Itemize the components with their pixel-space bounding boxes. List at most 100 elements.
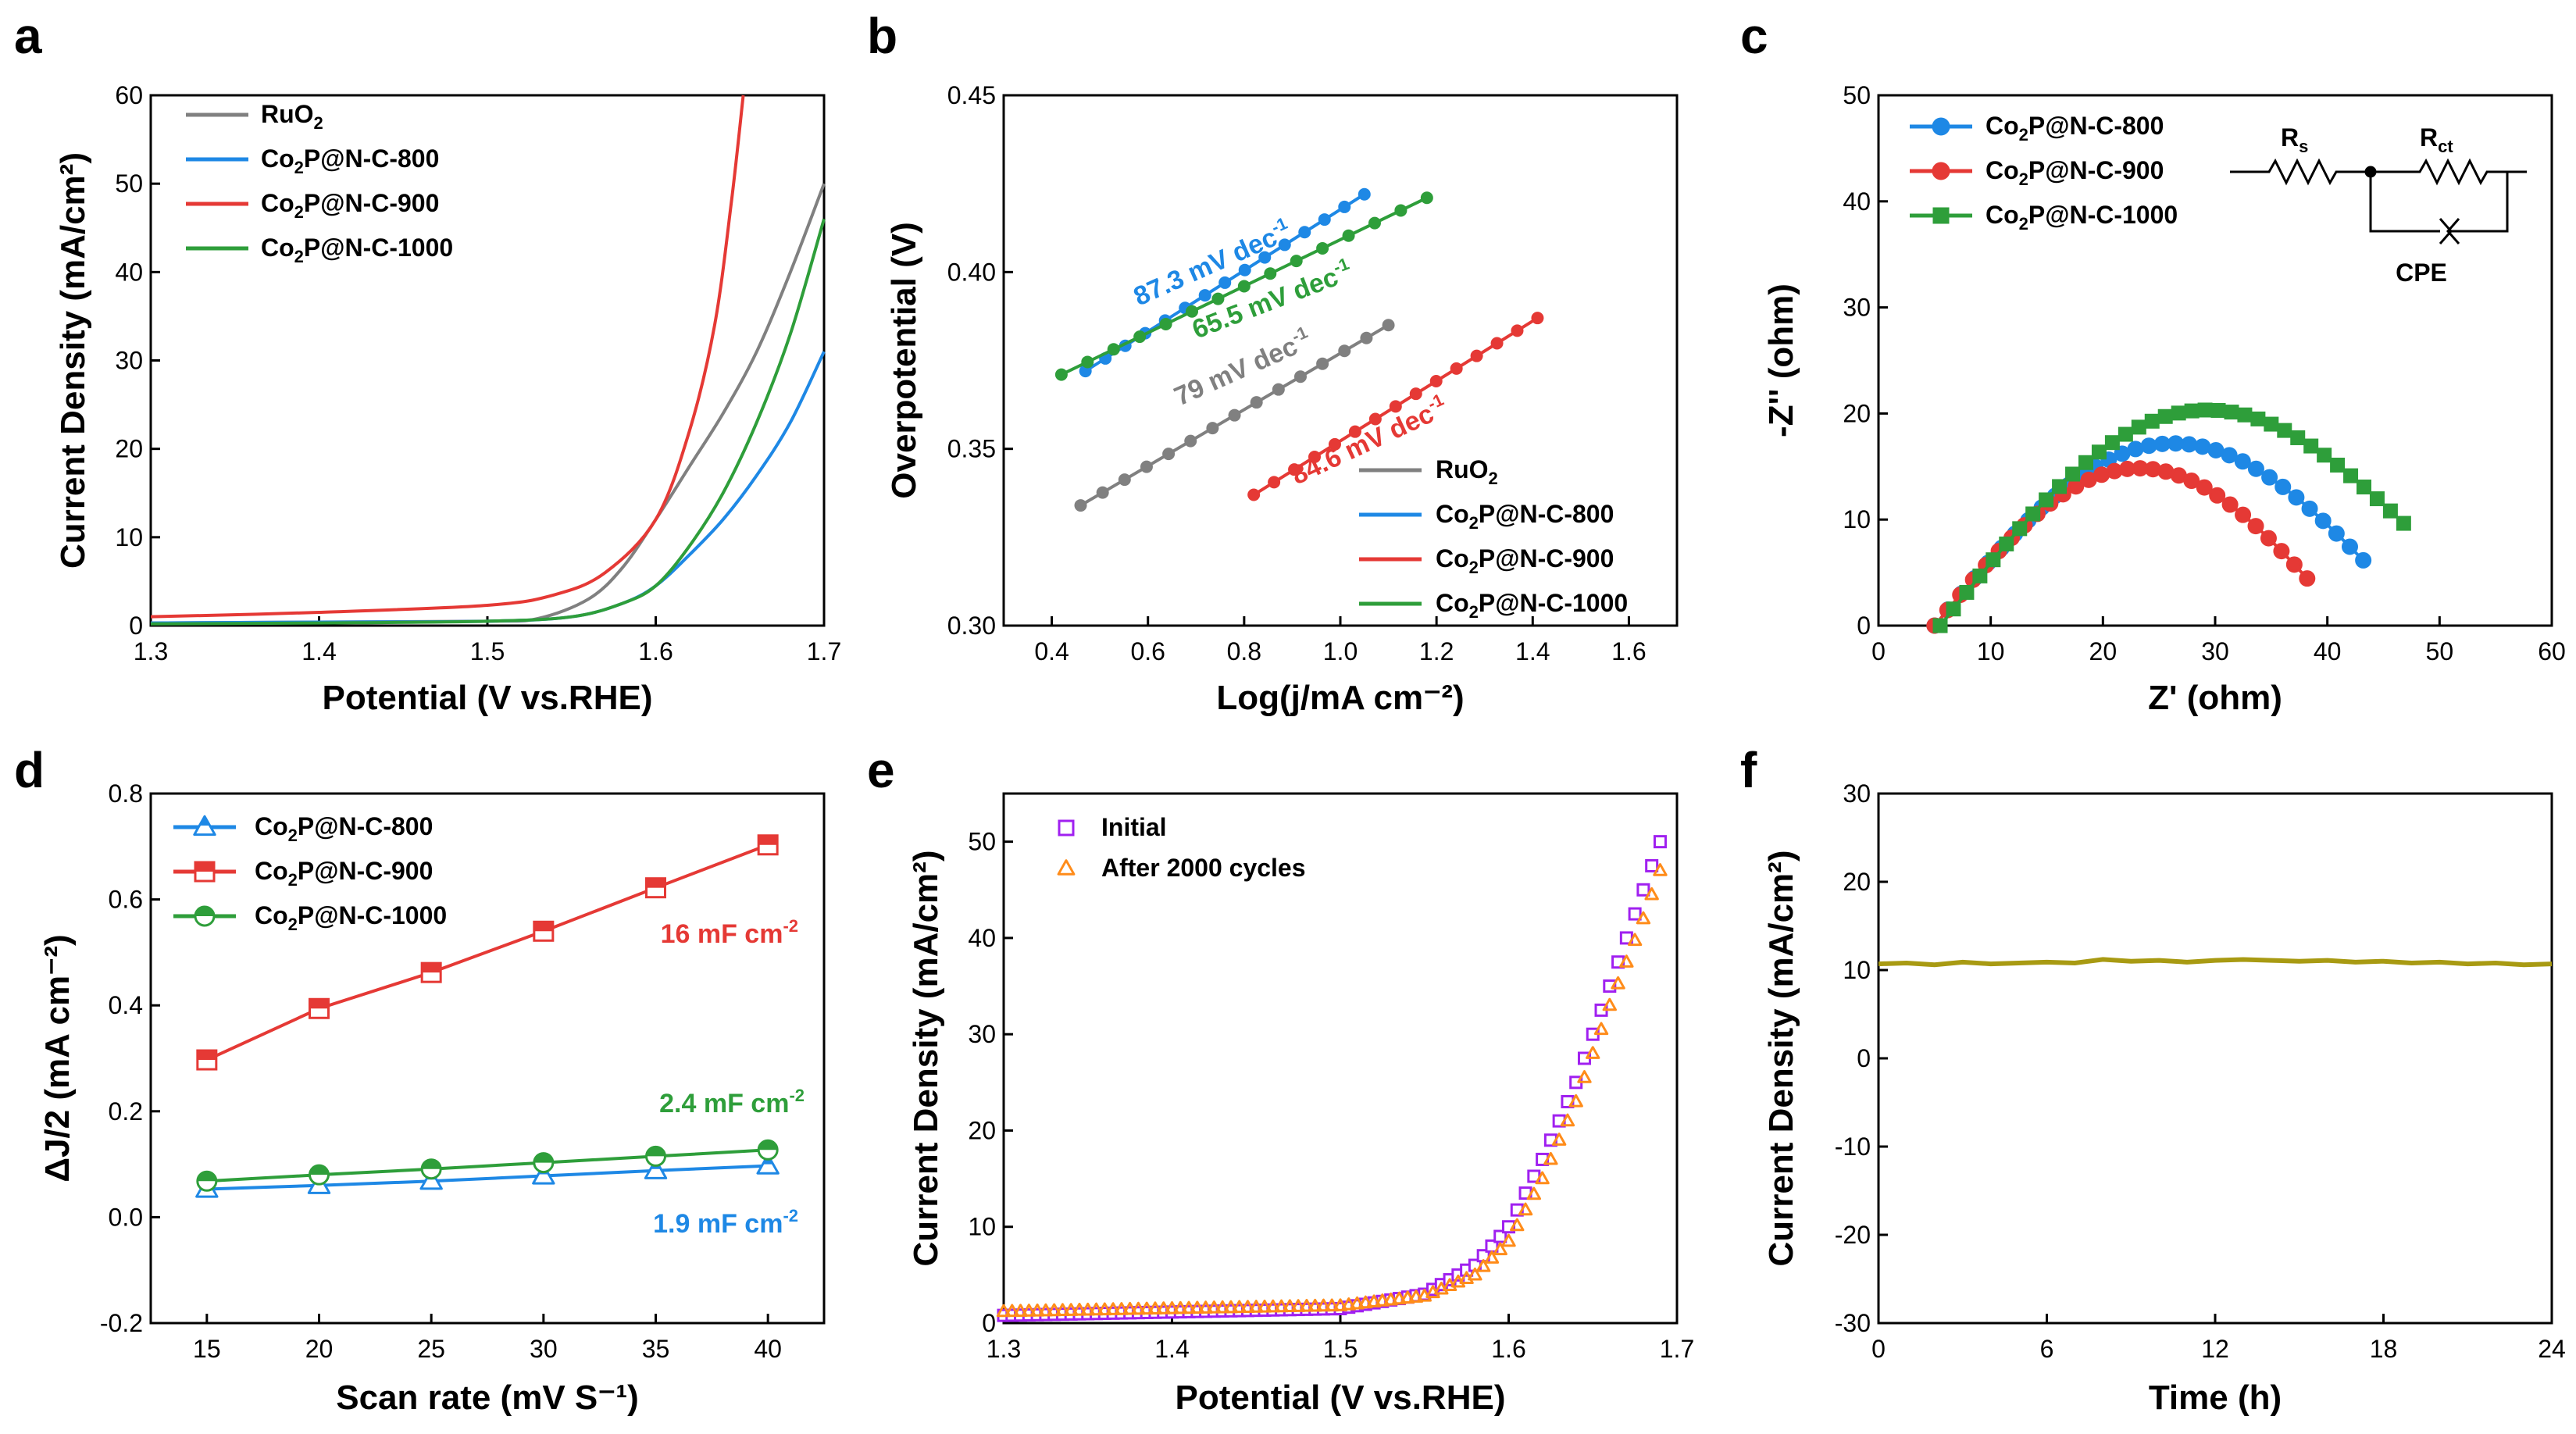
tafel-slope-label: 79 mV dec-1	[1168, 323, 1316, 412]
x-tick-label: 1.7	[1660, 1335, 1694, 1363]
data-point	[1298, 226, 1311, 239]
legend-marker-fill	[195, 862, 214, 872]
data-point	[1420, 191, 1433, 205]
data-point	[1232, 1300, 1247, 1314]
x-tick-label: 1.6	[638, 637, 673, 665]
data-point	[2382, 503, 2398, 519]
data-point	[1211, 292, 1225, 305]
legend-label-main: Co	[1986, 156, 2019, 184]
y-tick-label: 30	[968, 1020, 996, 1048]
data-point	[2330, 457, 2346, 473]
x-tick-label: 0	[1871, 637, 1886, 665]
data-point	[1560, 1113, 1575, 1127]
data-point	[1375, 1293, 1390, 1307]
y-tick-label: 0.45	[947, 81, 996, 109]
data-point	[2171, 405, 2186, 421]
legend-label: Co2P@N-C-800	[1986, 112, 2164, 144]
panel-label-a: a	[14, 8, 42, 64]
data-point	[1493, 1242, 1507, 1256]
x-tick-label: 1.5	[470, 637, 505, 665]
data-point	[1611, 976, 1625, 990]
data-point	[1249, 1300, 1264, 1313]
panel-label-c: c	[1740, 8, 1768, 64]
series-line-Co2P@N-C-800	[206, 1164, 769, 1191]
legend-label-rest: P@N-C-800	[304, 144, 439, 173]
x-tick-label: 18	[2370, 1335, 2398, 1363]
data-point	[1004, 1304, 1019, 1318]
data-point	[1333, 1298, 1348, 1311]
data-point	[1173, 1300, 1188, 1314]
x-tick-label: 1.2	[1419, 637, 1454, 665]
data-point	[1218, 276, 1232, 289]
data-point	[1228, 408, 1241, 422]
data-point	[1389, 400, 1402, 413]
legend-label-main: Co	[1436, 589, 1469, 617]
y-tick-label: 0.40	[947, 258, 996, 286]
data-point	[1551, 1133, 1567, 1146]
x-tick-label: 1.4	[1154, 1335, 1189, 1363]
data-point	[1096, 486, 1109, 499]
stability-line	[1878, 957, 2553, 968]
data-point	[1511, 324, 1524, 337]
legend-marker	[1058, 819, 1075, 836]
legend-marker	[1057, 859, 1076, 876]
capacitance-label: 16 mF cm-2	[661, 916, 798, 949]
data-point	[1429, 375, 1443, 388]
legend-marker	[1932, 207, 1950, 224]
y-tick-label: 10	[1843, 956, 1871, 984]
data-point	[1272, 383, 1285, 396]
data-point	[1644, 886, 1659, 901]
legend-label: Co2P@N-C-900	[255, 857, 433, 890]
series-line-Co2P@N-C-900	[150, 95, 745, 619]
data-point	[1156, 1301, 1171, 1314]
data-point	[1400, 1290, 1415, 1304]
data-point	[2221, 496, 2239, 513]
data-point	[1382, 319, 1395, 332]
rct-sub: ct	[2438, 137, 2453, 156]
x-tick-label: 24	[2538, 1335, 2566, 1363]
data-point	[2285, 556, 2303, 573]
data-point	[2194, 438, 2211, 455]
x-tick-label: 15	[193, 1335, 221, 1363]
x-axis-title: Potential (V vs.RHE)	[1176, 1379, 1506, 1417]
data-point-fill	[758, 1140, 778, 1150]
y-tick-label: -20	[1835, 1221, 1871, 1249]
data-point	[2273, 543, 2290, 560]
data-point	[1290, 255, 1303, 268]
data-point	[1366, 1294, 1382, 1307]
capacitance-label: 2.4 mF cm-2	[659, 1086, 805, 1118]
data-point-fill	[646, 1147, 665, 1157]
panel-label-f: f	[1740, 742, 1757, 798]
legend-label-sub: 2	[288, 826, 298, 845]
data-point	[2261, 469, 2278, 486]
data-point	[1342, 229, 1355, 242]
legend-label: Co2P@N-C-800	[1436, 500, 1614, 533]
data-point	[996, 1304, 1011, 1318]
data-point	[2355, 551, 2372, 569]
data-point	[1074, 499, 1087, 512]
data-point	[2290, 430, 2306, 445]
y-tick-label: 0.2	[109, 1097, 143, 1125]
data-point	[1358, 187, 1371, 201]
data-point	[2127, 441, 2144, 458]
data-point	[1627, 933, 1643, 947]
data-point	[1999, 536, 2014, 551]
series-line-Co2P@N-C-1000	[150, 218, 826, 626]
legend-label-rest: P@N-C-1000	[304, 234, 453, 262]
data-point	[1293, 370, 1307, 383]
legend-label-sub: 2	[288, 915, 298, 934]
data-point-fill	[422, 1159, 441, 1169]
y-tick-label: 20	[968, 1116, 996, 1144]
data-point	[1531, 312, 1544, 325]
data-point	[1653, 863, 1668, 876]
data-point	[1392, 1291, 1407, 1305]
tafel-slope-label-main: 79 mV dec	[1170, 331, 1302, 412]
capacitance-label-main: 16 mF cm	[661, 919, 783, 949]
data-point	[1290, 1299, 1306, 1312]
data-point	[2247, 518, 2264, 535]
legend-label-main: Co	[1436, 500, 1469, 528]
x-tick-label: 40	[2314, 637, 2342, 665]
data-point-fill	[533, 922, 553, 932]
data-point	[1348, 425, 1361, 438]
legend-label-sub: 2	[294, 247, 304, 266]
